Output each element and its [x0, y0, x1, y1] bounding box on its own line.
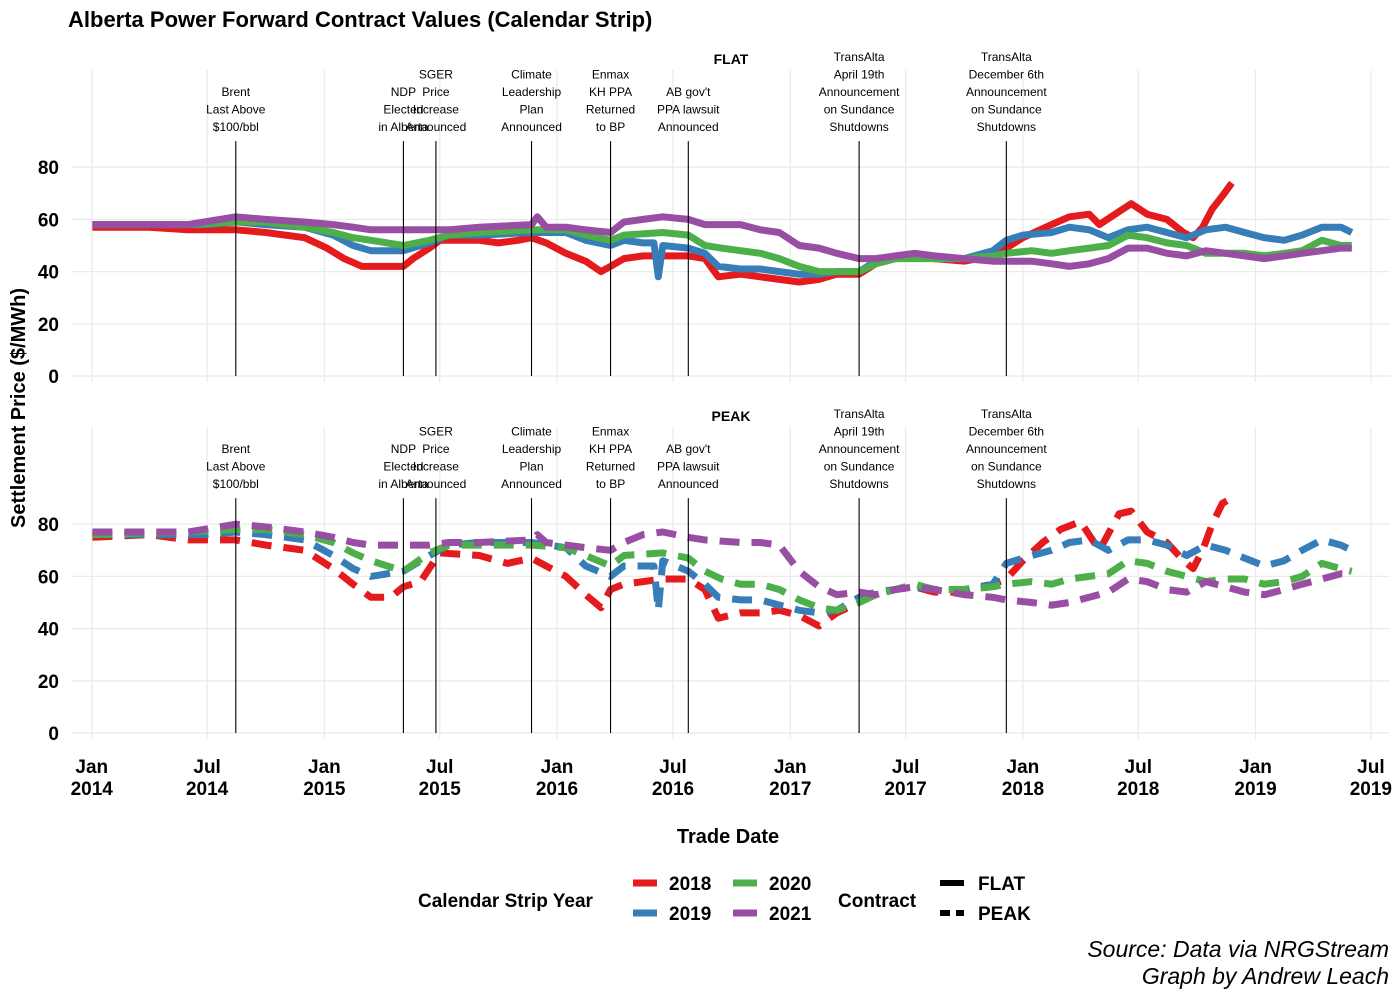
y-tick-label: 80 — [38, 515, 59, 536]
panel-peak: 0 20 40 60 80 PEAK Brent Last Above $100/bbl NDP E… — [38, 407, 1390, 745]
x-tick-label: Jan — [774, 757, 807, 778]
legend-linetype-label: PEAK — [978, 904, 1031, 925]
facet-panels: 0 20 40 60 80 FLAT Brent Last Above $100/bbl NDP E… — [38, 50, 1390, 745]
event-label: TransAlta April 19th Announcement on Sundan… — [819, 407, 900, 491]
event-label: NDP Elected in Alberta — [378, 85, 428, 134]
event-label: Brent Last Above $100/bbl — [206, 85, 266, 134]
x-tick-label: 2018 — [1002, 779, 1044, 800]
series-line-2018 — [92, 495, 1234, 630]
legend-color-title: Calendar Strip Year — [418, 891, 594, 912]
x-tick-label: Jul — [426, 757, 453, 778]
event-label: TransAlta December 6th Announcement on Sund… — [966, 407, 1047, 491]
x-tick-label: 2017 — [769, 779, 811, 800]
event-label: NDP Elected in Alberta — [378, 442, 428, 491]
series-line-2020 — [92, 218, 1352, 276]
event-label: Enmax KH PPA Returned to BP — [586, 68, 635, 135]
x-axis-title: Trade Date — [677, 826, 779, 848]
x-tick-label: 2014 — [71, 779, 114, 800]
x-tick-label: Jan — [75, 757, 108, 778]
legend-color-keys: 2018 2019 2020 2021 — [633, 874, 812, 925]
y-tick-label: 20 — [38, 672, 59, 693]
x-tick-label: 2018 — [1117, 779, 1159, 800]
legend-label-2019: 2019 — [669, 904, 711, 925]
y-tick-label: 80 — [38, 158, 59, 179]
x-tick-label: Jul — [1357, 757, 1384, 778]
event-label: TransAlta December 6th Announcement on Sund… — [966, 50, 1047, 134]
event-label: SGER Price Increase Announced — [406, 425, 467, 492]
panel-title: FLAT — [714, 51, 749, 67]
series-line-2021 — [92, 520, 1352, 609]
x-axis: Jan2014Jul2014Jan2015Jul2015Jan2016Jul20… — [71, 757, 1392, 800]
series-line-2020 — [92, 525, 1353, 614]
event-label: AB gov't PPA lawsuit Announced — [657, 85, 720, 134]
x-tick-label: 2014 — [186, 779, 229, 800]
caption-source: Source: Data via NRGStream — [1087, 936, 1389, 962]
panel-title: PEAK — [712, 408, 751, 424]
x-tick-label: 2017 — [884, 779, 926, 800]
y-tick-label: 0 — [48, 724, 59, 745]
y-tick-label: 40 — [38, 620, 59, 641]
y-tick-label: 0 — [48, 367, 59, 388]
x-tick-label: Jan — [1007, 757, 1040, 778]
x-tick-label: 2019 — [1350, 779, 1392, 800]
event-label: AB gov't PPA lawsuit Announced — [657, 442, 720, 491]
x-tick-label: Jul — [1125, 757, 1152, 778]
panel-flat: 0 20 40 60 80 FLAT Brent Last Above $100/bbl NDP E… — [38, 50, 1390, 388]
event-label: Enmax KH PPA Returned to BP — [586, 425, 635, 492]
x-tick-label: 2015 — [419, 779, 462, 800]
y-tick-label: 60 — [38, 567, 59, 588]
event-label: TransAlta April 19th Announcement on Sundan… — [819, 50, 900, 134]
series-line-2021 — [92, 213, 1352, 270]
series-line-2018 — [92, 180, 1235, 286]
x-tick-label: Jan — [308, 757, 341, 778]
event-label: SGER Price Increase Announced — [406, 68, 467, 135]
x-tick-label: Jul — [659, 757, 686, 778]
caption-author: Graph by Andrew Leach — [1142, 963, 1389, 989]
legend-label-2020: 2020 — [769, 874, 811, 895]
x-tick-label: Jul — [193, 757, 220, 778]
legend-linetype-title: Contract — [838, 891, 917, 912]
y-tick-label: 60 — [38, 210, 59, 231]
event-label: Climate Leadership Plan Announced — [501, 425, 562, 492]
x-tick-label: 2019 — [1234, 779, 1276, 800]
chart-title: Alberta Power Forward Contract Values (C… — [68, 7, 652, 32]
event-label: Brent Last Above $100/bbl — [206, 442, 266, 491]
legend: Calendar Strip Year 2018 2019 2020 2021 Con… — [418, 874, 1031, 925]
x-tick-label: Jul — [892, 757, 919, 778]
x-tick-label: Jan — [541, 757, 574, 778]
x-tick-label: 2016 — [652, 779, 694, 800]
y-tick-label: 20 — [38, 315, 59, 336]
legend-linetype-label: FLAT — [978, 874, 1026, 895]
legend-label-2021: 2021 — [769, 904, 812, 925]
legend-linetype-keys: FLAT PEAK — [940, 874, 1031, 925]
legend-label-2018: 2018 — [669, 874, 711, 895]
event-label: Climate Leadership Plan Announced — [501, 68, 562, 135]
y-tick-label: 40 — [38, 263, 59, 284]
x-tick-label: Jan — [1239, 757, 1272, 778]
x-tick-label: 2015 — [303, 779, 346, 800]
x-tick-label: 2016 — [536, 779, 578, 800]
y-axis-title: Settlement Price ($/MWh) — [8, 288, 30, 528]
